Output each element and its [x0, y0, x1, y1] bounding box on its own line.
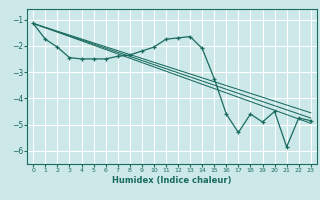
X-axis label: Humidex (Indice chaleur): Humidex (Indice chaleur)	[112, 176, 232, 185]
